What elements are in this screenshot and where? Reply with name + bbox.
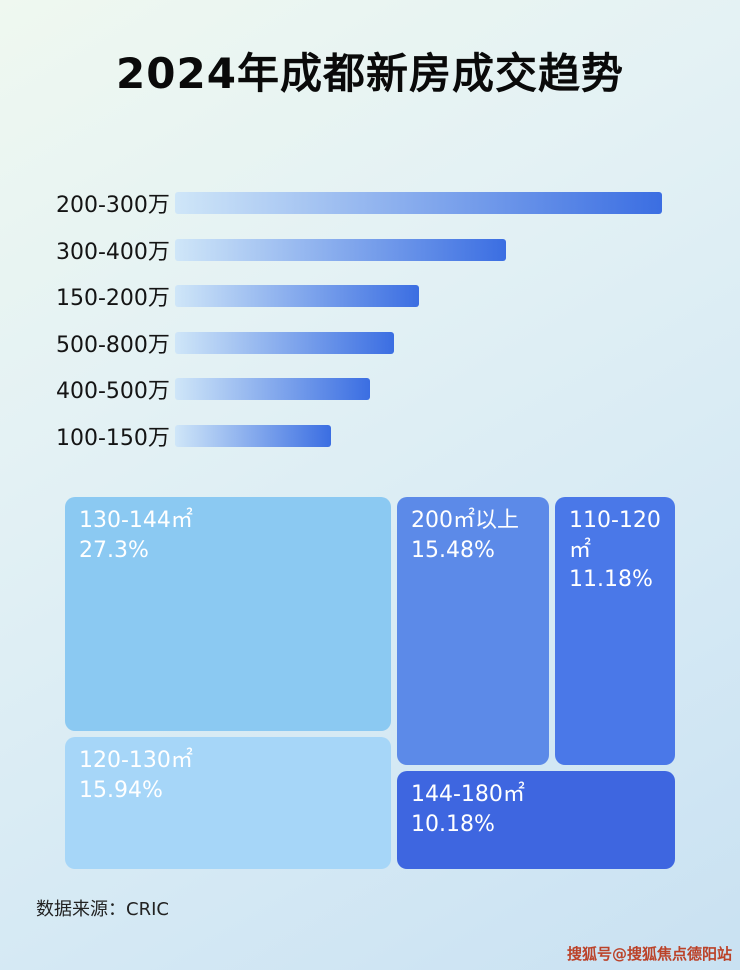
bar-label: 300-400万 (56, 239, 170, 265)
price-band-bar-chart: 200-300万 300-400万 150-200万 500-800万 400-… (0, 180, 740, 459)
bar-track (175, 331, 662, 354)
treemap-value: 15.48% (411, 537, 495, 563)
data-source: 数据来源：CRIC (36, 899, 169, 920)
bar-row: 300-400万 (0, 227, 740, 274)
treemap-label: 200㎡以上 (411, 508, 519, 533)
treemap-value: 15.94% (79, 777, 163, 803)
bar-track (175, 238, 662, 261)
bar-label: 400-500万 (56, 379, 170, 405)
bar-500-800 (175, 331, 395, 354)
bar-track (175, 285, 662, 308)
treemap-label: 120-130㎡ (79, 748, 193, 773)
bar-100-150 (175, 424, 331, 447)
bar-label: 200-300万 (56, 193, 170, 219)
bar-row: 200-300万 (0, 180, 740, 227)
bar-row: 400-500万 (0, 366, 740, 413)
bar-label: 150-200万 (56, 286, 170, 312)
bar-track (175, 424, 662, 447)
treemap-value: 10.18% (411, 811, 495, 837)
treemap-block-144-180: 144-180㎡ 10.18% (397, 771, 675, 869)
treemap-label: 130-144㎡ (79, 508, 193, 533)
bar-row: 100-150万 (0, 413, 740, 460)
treemap-value: 27.3% (79, 537, 149, 563)
bar-track (175, 378, 662, 401)
area-size-treemap: 130-144㎡ 27.3% 120-130㎡ 15.94% 200㎡以上 15… (65, 497, 675, 869)
treemap-label: 144-180㎡ (411, 782, 525, 807)
bar-150-200 (175, 285, 419, 308)
bar-200-300 (175, 192, 662, 215)
watermark: 搜狐号@搜狐焦点德阳站 (566, 945, 732, 963)
page-title: 2024年成都新房成交趋势 (116, 49, 624, 98)
treemap-block-130-144: 130-144㎡ 27.3% (65, 497, 391, 731)
treemap-block-120-130: 120-130㎡ 15.94% (65, 737, 391, 869)
treemap-block-200-plus: 200㎡以上 15.48% (397, 497, 549, 765)
bar-label: 500-800万 (56, 332, 170, 358)
bar-row: 150-200万 (0, 273, 740, 320)
treemap-label: 110-120㎡ (569, 508, 661, 563)
bar-label: 100-150万 (56, 425, 170, 451)
bar-400-500 (175, 378, 370, 401)
bar-300-400 (175, 238, 507, 261)
treemap-block-110-120: 110-120㎡ 11.18% (555, 497, 675, 765)
bar-row: 500-800万 (0, 320, 740, 367)
bar-track (175, 192, 662, 215)
treemap-value: 11.18% (569, 567, 653, 593)
